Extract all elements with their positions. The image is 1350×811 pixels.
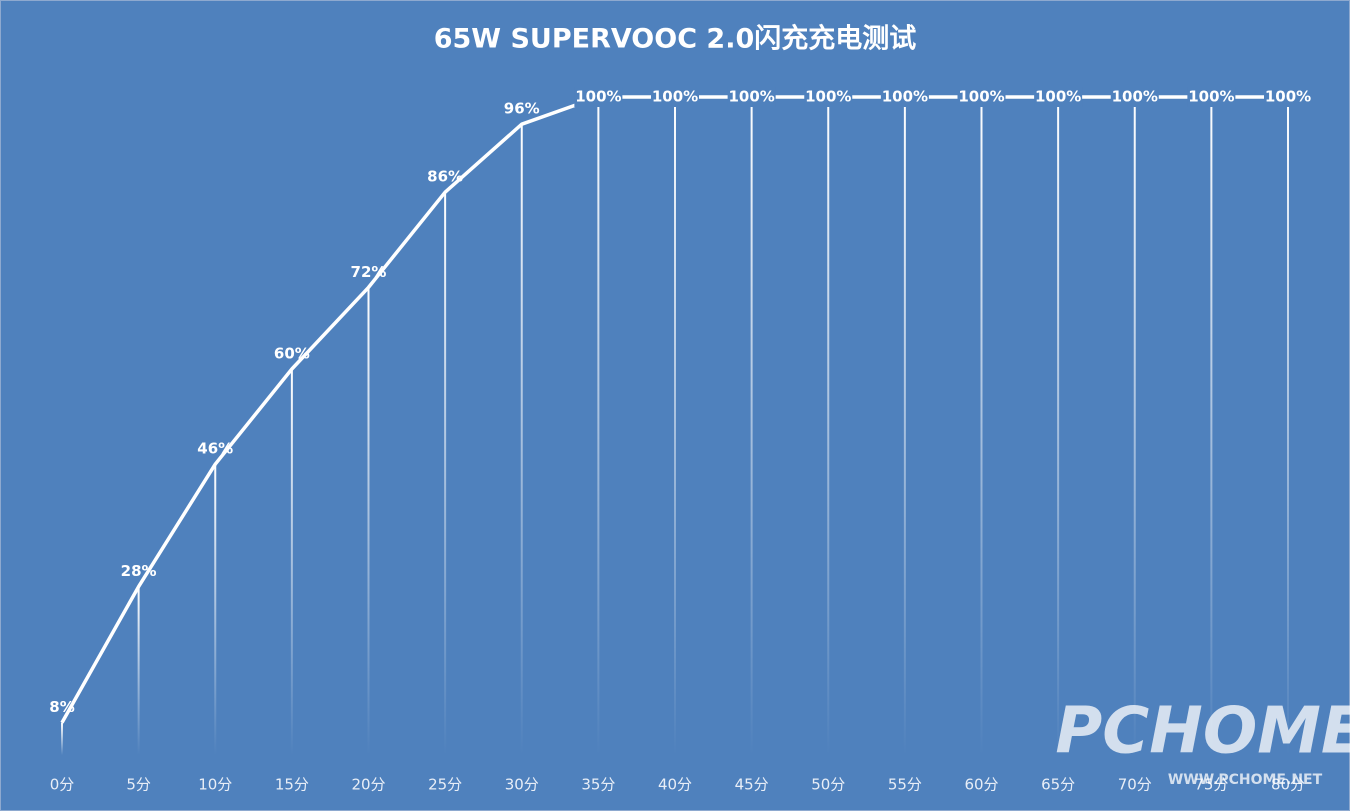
x-tick-label: 50分 xyxy=(811,776,845,794)
data-label: 100% xyxy=(1112,88,1158,106)
x-tick-label: 55分 xyxy=(888,776,922,794)
data-label: 100% xyxy=(958,88,1004,106)
watermark-url: WWW.PCHOME.NET xyxy=(1168,772,1323,788)
label-background xyxy=(1110,87,1159,107)
x-tick-label: 35分 xyxy=(581,776,615,794)
drop-line xyxy=(597,97,600,755)
label-background xyxy=(1187,87,1236,107)
data-label: 86% xyxy=(427,168,463,186)
data-label: 100% xyxy=(728,88,774,106)
drop-line xyxy=(1210,97,1213,755)
label-background xyxy=(727,87,776,107)
data-label: 100% xyxy=(652,88,698,106)
drop-line xyxy=(290,369,293,755)
data-label: 8% xyxy=(49,698,74,716)
x-tick-label: 75分 xyxy=(1194,776,1228,794)
data-label: 100% xyxy=(1188,88,1234,106)
drop-line xyxy=(750,97,753,755)
drop-line xyxy=(903,97,906,755)
chart-title: 65W SUPERVOOC 2.0闪充充电测试 xyxy=(434,23,917,55)
drop-line xyxy=(827,97,830,755)
x-tick-label: 65分 xyxy=(1041,776,1075,794)
watermark-logo: PCHOME xyxy=(1055,695,1350,769)
label-background xyxy=(1034,87,1083,107)
x-tick-label: 15分 xyxy=(275,776,309,794)
x-tick-label: 80分 xyxy=(1271,776,1305,794)
drop-line xyxy=(444,192,447,755)
data-label: 28% xyxy=(121,562,157,580)
drop-line xyxy=(1133,97,1136,755)
drop-line xyxy=(137,586,140,755)
label-background xyxy=(880,87,929,107)
drop-line xyxy=(61,722,63,755)
x-tick-label: 30分 xyxy=(505,776,539,794)
data-label: 46% xyxy=(197,440,233,458)
x-tick-label: 70分 xyxy=(1118,776,1152,794)
drop-line xyxy=(1057,97,1060,755)
label-background xyxy=(574,87,623,107)
x-tick-label: 0分 xyxy=(50,776,75,794)
drop-line xyxy=(367,287,370,755)
drop-line xyxy=(214,464,217,755)
data-label: 72% xyxy=(351,263,387,281)
data-label: 100% xyxy=(1035,88,1081,106)
x-tick-label: 5分 xyxy=(126,776,151,794)
drop-line xyxy=(980,97,983,755)
x-tick-label: 20分 xyxy=(351,776,385,794)
label-background xyxy=(957,87,1006,107)
drop-line xyxy=(1287,97,1289,755)
label-background xyxy=(1264,87,1312,107)
watermark: PCHOME WWW.PCHOME.NET xyxy=(1055,695,1350,788)
drop-line xyxy=(520,124,523,755)
x-tick-label: 25分 xyxy=(428,776,462,794)
x-tick-label: 60分 xyxy=(964,776,998,794)
data-label: 100% xyxy=(805,88,851,106)
data-label: 100% xyxy=(882,88,928,106)
drop-line xyxy=(674,97,676,755)
data-label: 60% xyxy=(274,345,310,363)
label-background xyxy=(651,87,699,107)
data-label: 100% xyxy=(575,88,621,106)
x-tick-label: 10分 xyxy=(198,776,232,794)
data-label: 100% xyxy=(1265,88,1311,106)
data-label: 96% xyxy=(504,100,540,118)
x-tick-label: 45分 xyxy=(735,776,769,794)
x-tick-label: 40分 xyxy=(658,776,692,794)
label-background xyxy=(804,87,853,107)
